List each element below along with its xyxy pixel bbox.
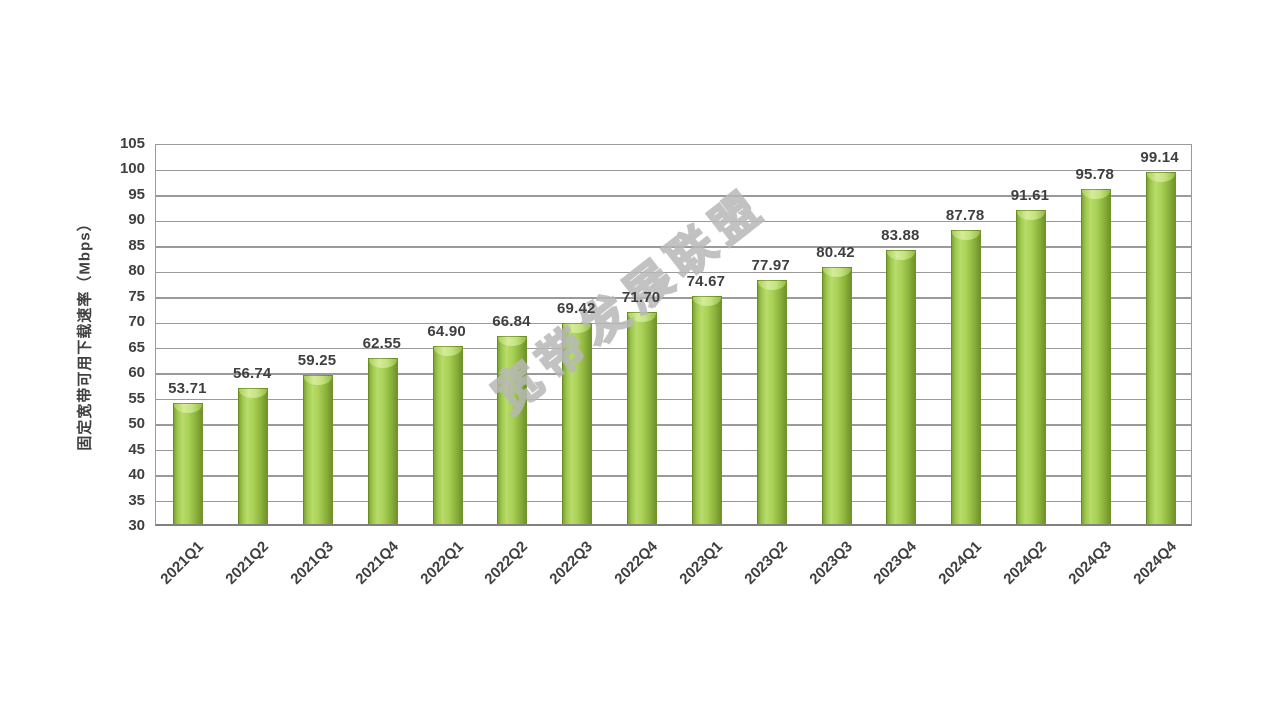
bar-value-label: 80.42	[816, 244, 855, 262]
bar-value-label: 56.74	[232, 364, 272, 382]
bar	[821, 267, 852, 524]
y-tick-label: 95	[128, 185, 145, 203]
bar-value-label: 62.55	[362, 335, 402, 353]
gridline	[156, 169, 1191, 172]
y-tick-label: 40	[128, 466, 145, 484]
gridline	[156, 500, 1191, 503]
gridline	[156, 398, 1191, 401]
gridline	[156, 373, 1191, 375]
bar	[303, 375, 334, 524]
bar-value-label: 95.78	[1075, 165, 1115, 183]
bar	[238, 387, 269, 524]
bar-value-label: 99.14	[1140, 148, 1179, 166]
gridline	[156, 322, 1191, 325]
gridline	[156, 424, 1191, 426]
y-tick-label: 60	[128, 364, 145, 382]
bar	[951, 229, 982, 524]
gridline	[156, 449, 1191, 452]
plot-area	[155, 144, 1192, 526]
y-tick-label: 65	[128, 338, 145, 356]
bar	[1080, 188, 1111, 524]
gridline	[156, 347, 1191, 350]
bar-value-label: 59.25	[297, 352, 337, 370]
bar	[367, 358, 398, 524]
bar-value-label: 87.78	[945, 206, 985, 224]
bar	[562, 323, 593, 524]
bar-value-label: 83.88	[881, 226, 920, 244]
y-tick-label: 55	[128, 389, 145, 407]
y-tick-label: 30	[128, 517, 145, 534]
bar	[627, 311, 658, 524]
gridline	[156, 475, 1191, 477]
y-tick-label: 85	[128, 236, 145, 254]
bar	[756, 279, 787, 524]
y-tick-label: 105	[119, 135, 145, 152]
gridline	[156, 246, 1191, 248]
bar-value-label: 66.84	[492, 313, 531, 331]
bar	[1015, 210, 1046, 524]
bar-value-label: 77.97	[751, 256, 790, 274]
bar-value-label: 64.90	[427, 323, 466, 341]
bar	[1145, 171, 1176, 524]
gridline	[156, 297, 1191, 299]
bar	[173, 403, 204, 524]
gridline	[156, 271, 1191, 274]
y-tick-label: 100	[119, 160, 145, 178]
gridline	[156, 220, 1191, 223]
bar-value-label: 74.67	[686, 273, 726, 291]
bar-value-label: 53.71	[168, 380, 207, 398]
bar	[432, 346, 463, 524]
bar	[691, 296, 722, 524]
y-tick-label: 45	[128, 440, 145, 458]
y-tick-label: 75	[128, 287, 145, 305]
y-tick-label: 50	[128, 415, 145, 433]
y-tick-label: 35	[128, 491, 145, 509]
bar	[886, 249, 917, 524]
bar-value-label: 91.61	[1010, 187, 1050, 205]
gridline	[156, 195, 1191, 197]
y-tick-label: 70	[128, 313, 145, 331]
y-tick-label: 90	[128, 211, 145, 229]
bar-value-label: 69.42	[557, 300, 596, 318]
bar	[497, 336, 528, 524]
y-axis-title: 固定宽带可用下载速率（Mbps）	[76, 215, 94, 451]
bar-value-label: 71.70	[621, 288, 661, 306]
y-tick-label: 80	[128, 262, 145, 280]
